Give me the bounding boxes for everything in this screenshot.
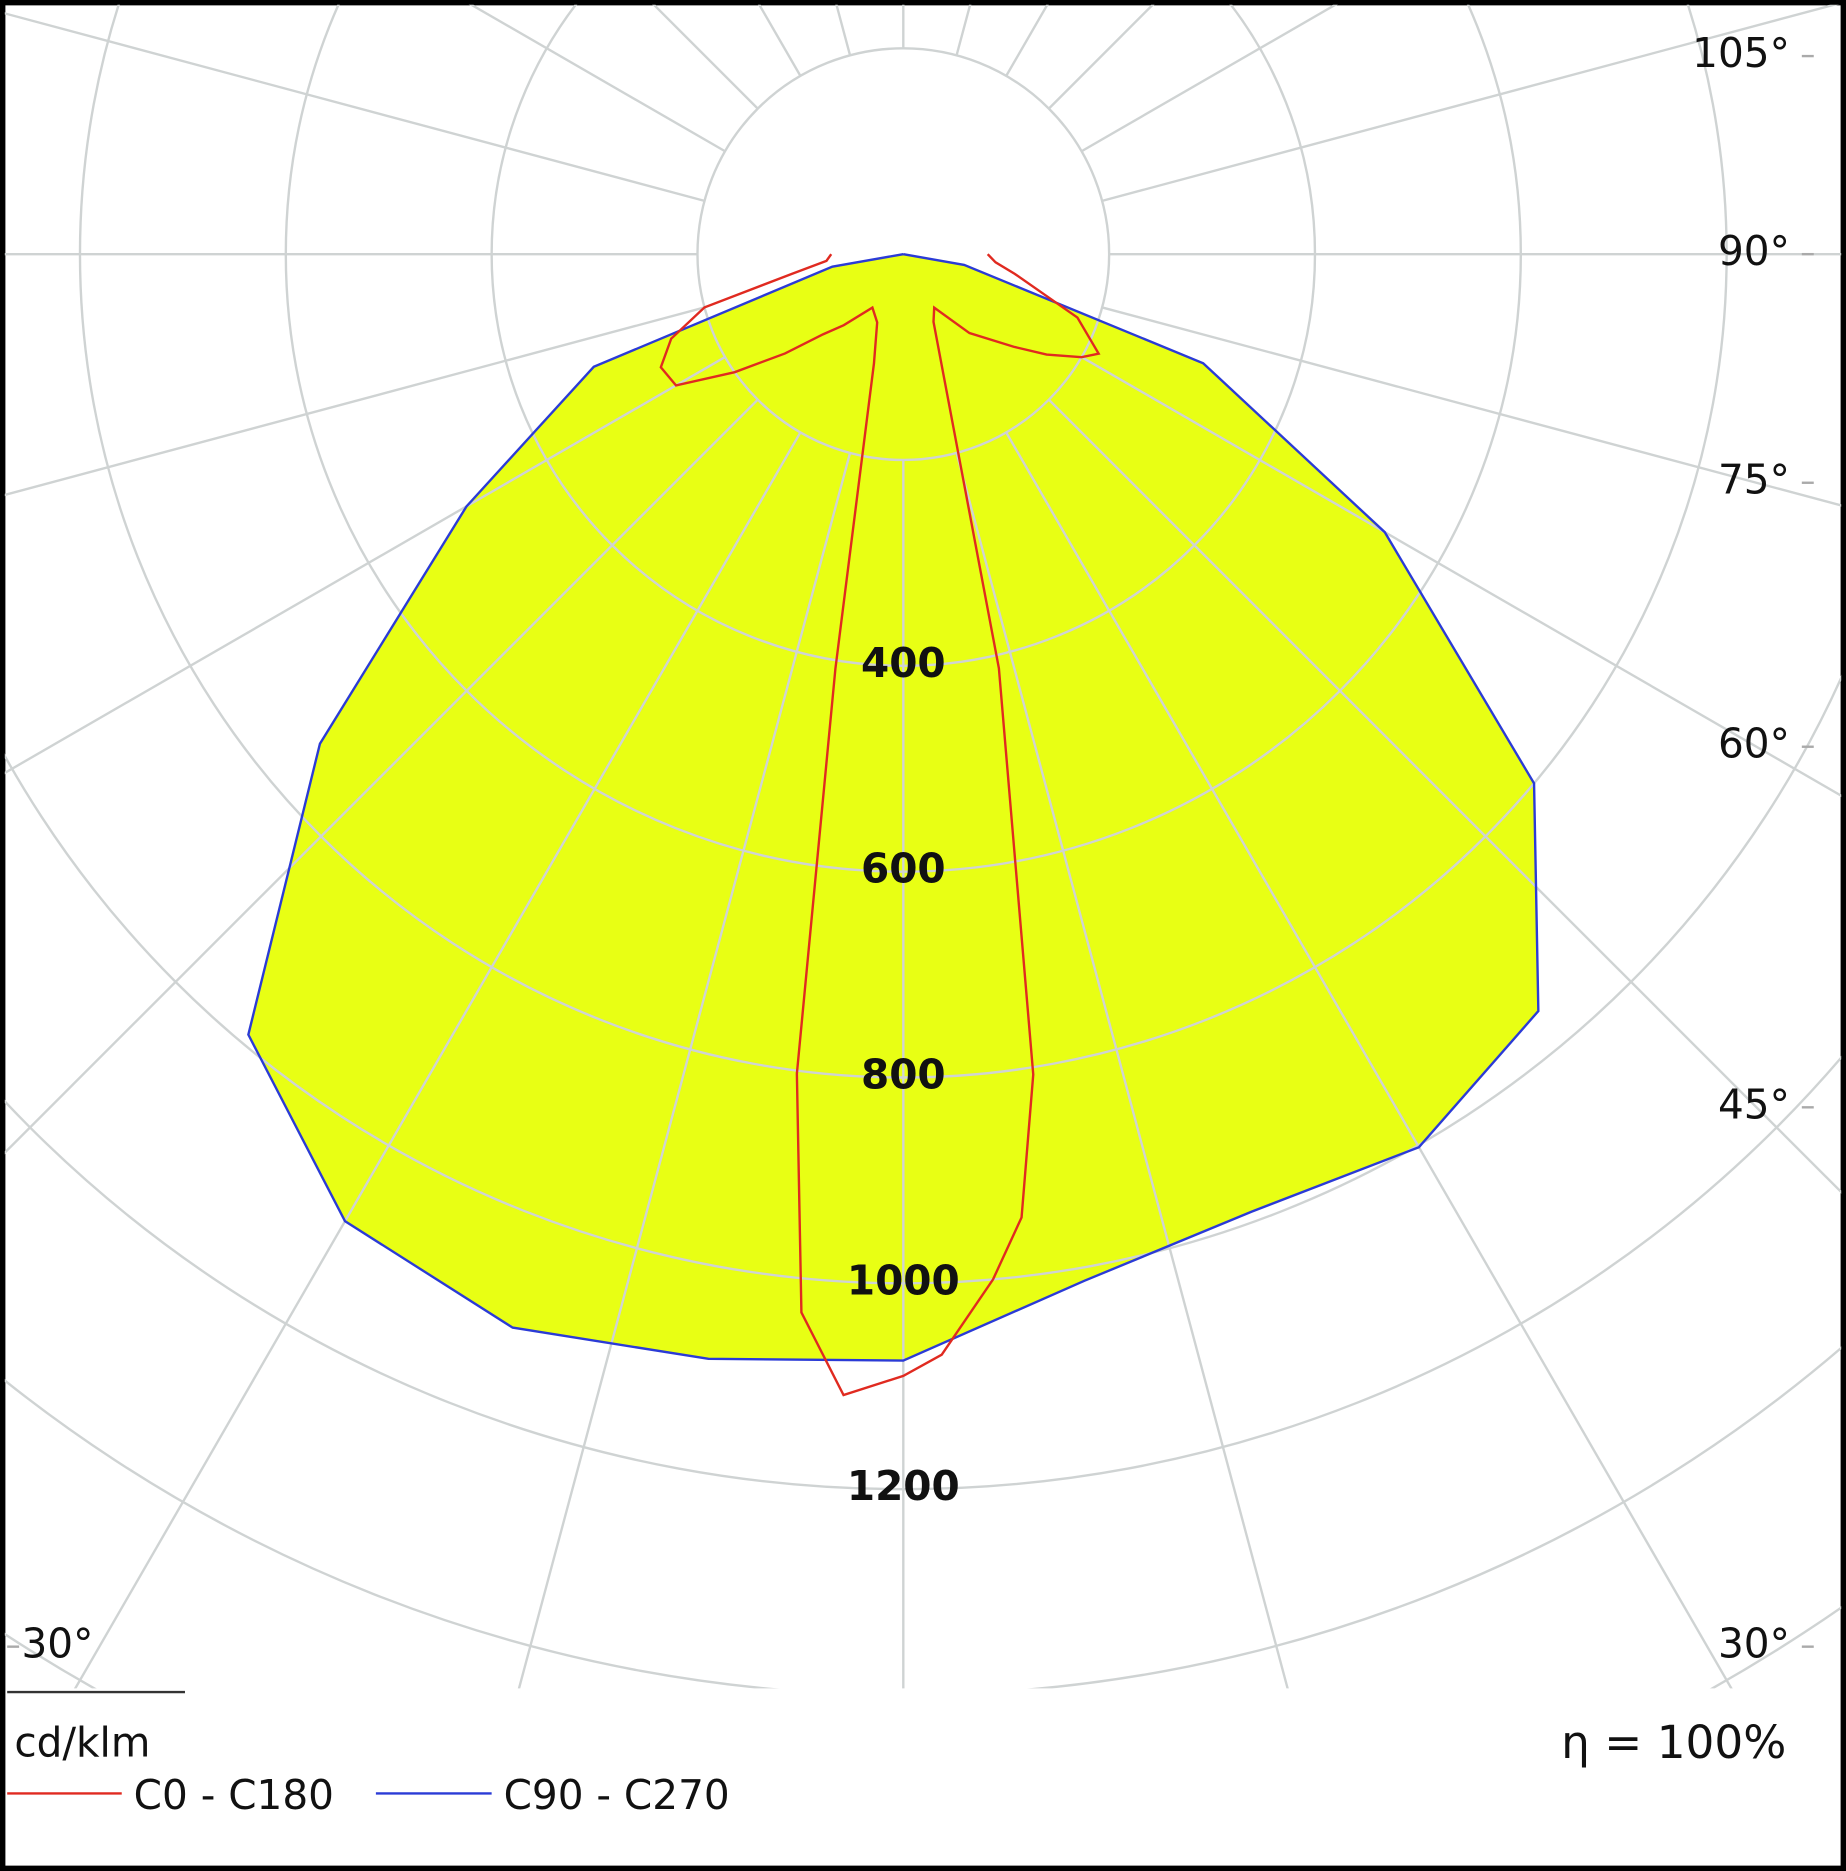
r-tick-label: 600 — [861, 845, 946, 893]
grid-ray — [1048, 398, 1842, 1194]
grid-ray — [1101, 306, 1842, 507]
series-line — [247, 252, 1540, 1362]
angle-tick-label: 75° — [1718, 456, 1790, 504]
grid-ray — [4, 306, 705, 497]
grid-ray — [73, 431, 802, 1689]
series-line — [659, 253, 1101, 1397]
grid-ray — [1101, 4, 1839, 203]
grid-ray — [1080, 356, 1842, 798]
grid-ray — [1005, 431, 1733, 1689]
unit-label: cd/klm — [14, 1719, 150, 1767]
angle-tick-label: 60° — [1718, 720, 1790, 768]
angle-tick-label: 105° — [1692, 29, 1790, 77]
angle-tick-label: 45° — [1718, 1080, 1790, 1128]
r-tick-label: 800 — [861, 1050, 946, 1098]
grid-ray — [4, 356, 726, 775]
legend-label: C0 - C180 — [134, 1771, 334, 1819]
angle-tick-label: 30° — [1718, 1620, 1790, 1668]
efficiency: η = 100% — [1561, 1716, 1786, 1769]
legend: C0 - C180 C90 - C270 — [7, 1771, 730, 1819]
grid-ray — [955, 452, 1289, 1689]
grid-ray — [4, 12, 705, 203]
r-tick-label: 400 — [861, 639, 946, 687]
r-tick-label: 1000 — [847, 1256, 960, 1304]
legend-label: C90 - C270 — [504, 1771, 730, 1819]
angle-tick-label: 90° — [1718, 227, 1790, 275]
r-tick-label: 1200 — [847, 1462, 960, 1510]
grid-ray — [4, 398, 759, 1155]
grid-ray — [517, 452, 852, 1689]
series-area — [248, 254, 1539, 1361]
angle-tick-label: 30° — [22, 1620, 94, 1668]
